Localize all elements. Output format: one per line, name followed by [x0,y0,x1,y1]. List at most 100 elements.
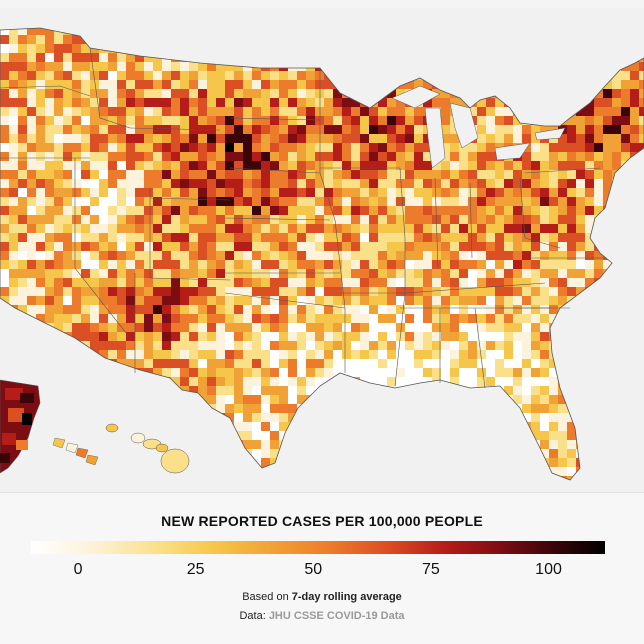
county [18,359,29,370]
county [234,107,245,116]
county [567,188,578,197]
county [522,467,533,476]
county [54,377,63,388]
county [63,458,72,467]
county [18,233,27,244]
county [540,332,549,343]
county [252,404,263,415]
county [378,368,389,377]
county [432,260,443,269]
county [585,431,596,442]
county [540,143,551,154]
county [117,332,128,341]
county [369,260,378,269]
county [342,242,353,253]
county [117,224,126,233]
county [0,62,9,73]
county [0,28,9,37]
county [531,332,540,343]
county [180,476,189,480]
county [9,467,20,478]
county [117,422,126,431]
county [639,350,644,361]
county [630,458,639,469]
county [594,269,603,280]
county [504,413,513,424]
county [342,413,351,422]
source-name[interactable]: JHU CSSE COVID-19 Data [268,610,405,622]
alaska-borough [22,413,32,425]
county [576,350,587,361]
county [45,260,54,271]
county [477,287,488,298]
county [234,188,245,199]
county [225,485,234,492]
county [324,287,335,298]
county [423,17,434,28]
county [549,467,558,478]
county [423,476,432,480]
county [360,305,369,316]
county [549,44,558,53]
county [162,206,171,217]
county [9,170,20,181]
county [441,179,450,190]
county [603,476,612,480]
county [117,242,128,251]
county [216,152,225,161]
county [360,260,369,269]
county [459,440,470,451]
county [459,44,468,53]
county [36,431,47,442]
county [558,233,567,244]
county [477,188,488,199]
county [576,485,587,492]
county [243,458,254,469]
county [72,323,83,334]
county [522,143,533,152]
county [531,305,540,314]
county [450,269,461,280]
county [189,386,200,395]
county [117,197,128,208]
county [306,476,317,480]
county [81,467,90,478]
county [9,62,18,73]
county [198,476,209,480]
county [567,350,578,359]
county [144,359,153,370]
county [81,62,92,73]
county [585,296,596,305]
county [306,28,317,35]
county [171,386,180,395]
county [234,71,245,82]
county [558,188,567,199]
county [171,89,180,100]
county [45,431,54,442]
county [522,62,533,73]
county [351,233,362,242]
county [135,377,146,388]
county [198,143,207,152]
county [216,377,227,388]
county [522,260,533,271]
county [549,188,560,197]
county [189,476,200,480]
county [81,269,90,278]
county [189,242,200,251]
county [378,152,387,161]
county [369,431,378,442]
county [513,206,522,215]
county [216,485,227,492]
county [603,269,614,280]
county [243,476,252,480]
county [477,377,488,388]
county [621,116,632,127]
county [135,224,144,233]
county [558,89,569,98]
county [333,476,344,480]
county [522,206,531,217]
county [252,413,261,422]
county [369,341,380,350]
county [468,269,477,280]
